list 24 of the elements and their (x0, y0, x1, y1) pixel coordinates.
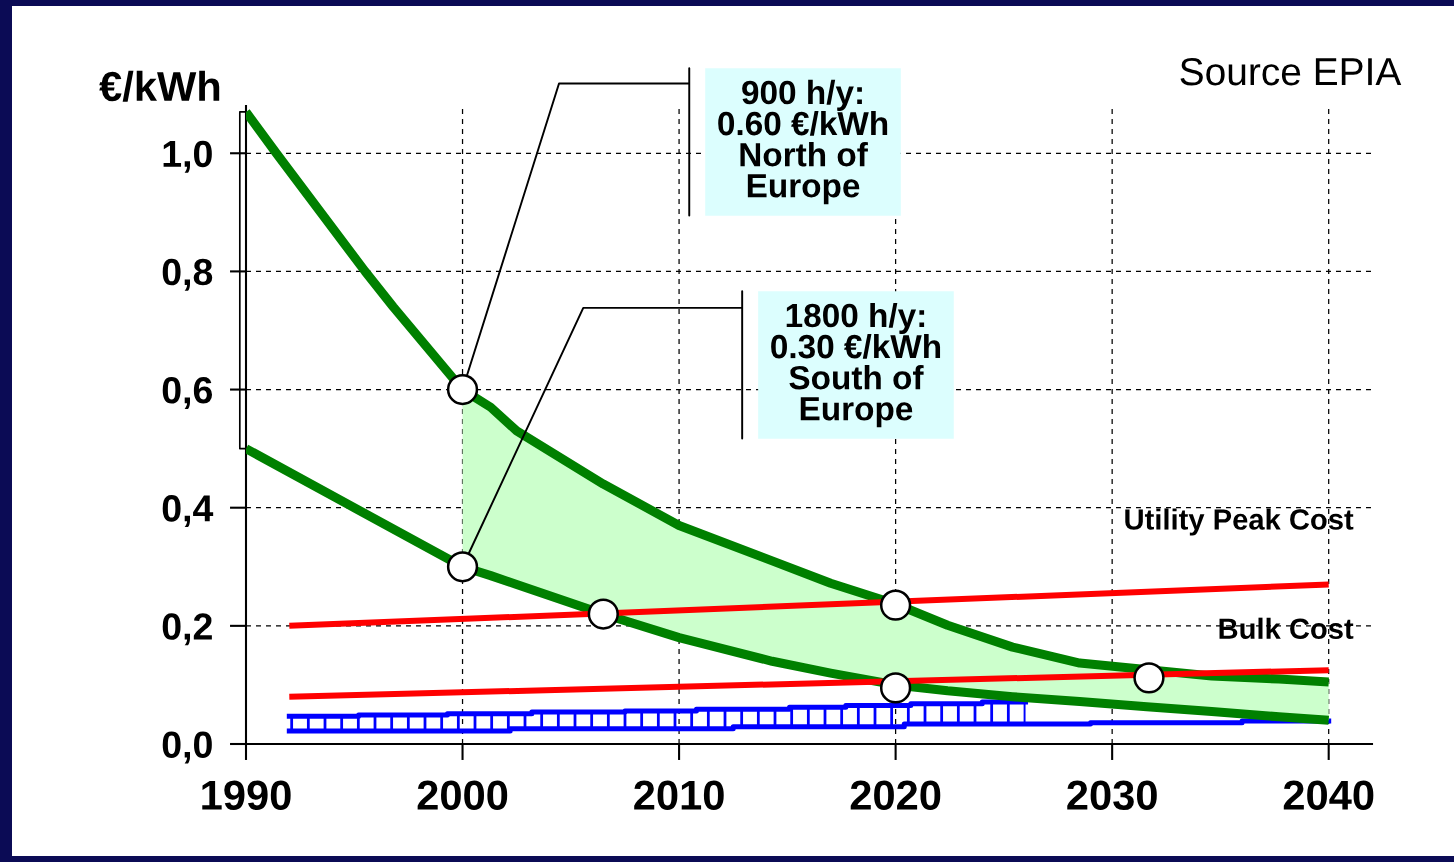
annotation: 900 h/y: 0.60 €/kWh North of Europe (718, 79, 888, 205)
y-tick-label: 0,2 (162, 613, 212, 646)
y-tick-label: 0,0 (162, 731, 212, 764)
point (879, 672, 912, 704)
x-tick-label: 2040 (1283, 780, 1374, 811)
series-label: Bulk Cost (1219, 617, 1354, 640)
point (1133, 662, 1165, 694)
series-label: Utility Peak Cost (1125, 508, 1354, 536)
x-tick-label: 2000 (417, 780, 508, 811)
point (446, 373, 479, 406)
x-tick-label: 2030 (1067, 780, 1157, 811)
x-tick-label: 2020 (850, 780, 941, 811)
point (446, 551, 479, 583)
point (879, 589, 912, 621)
y-axis-title: €/kWh (99, 70, 220, 102)
annotation: 1800 h/y: 0.30 €/kWh South of Europe (771, 302, 941, 428)
y-tick-label: 0,6 (162, 376, 213, 409)
x-tick-label: 1990 (202, 780, 291, 811)
source-note: Source EPIA (1180, 57, 1402, 86)
y-tick-label: 0,4 (162, 495, 214, 528)
point (587, 598, 619, 630)
x-tick-label: 2010 (634, 780, 724, 811)
y-tick-label: 0,8 (162, 258, 213, 291)
y-tick-label: 1,0 (163, 140, 212, 173)
